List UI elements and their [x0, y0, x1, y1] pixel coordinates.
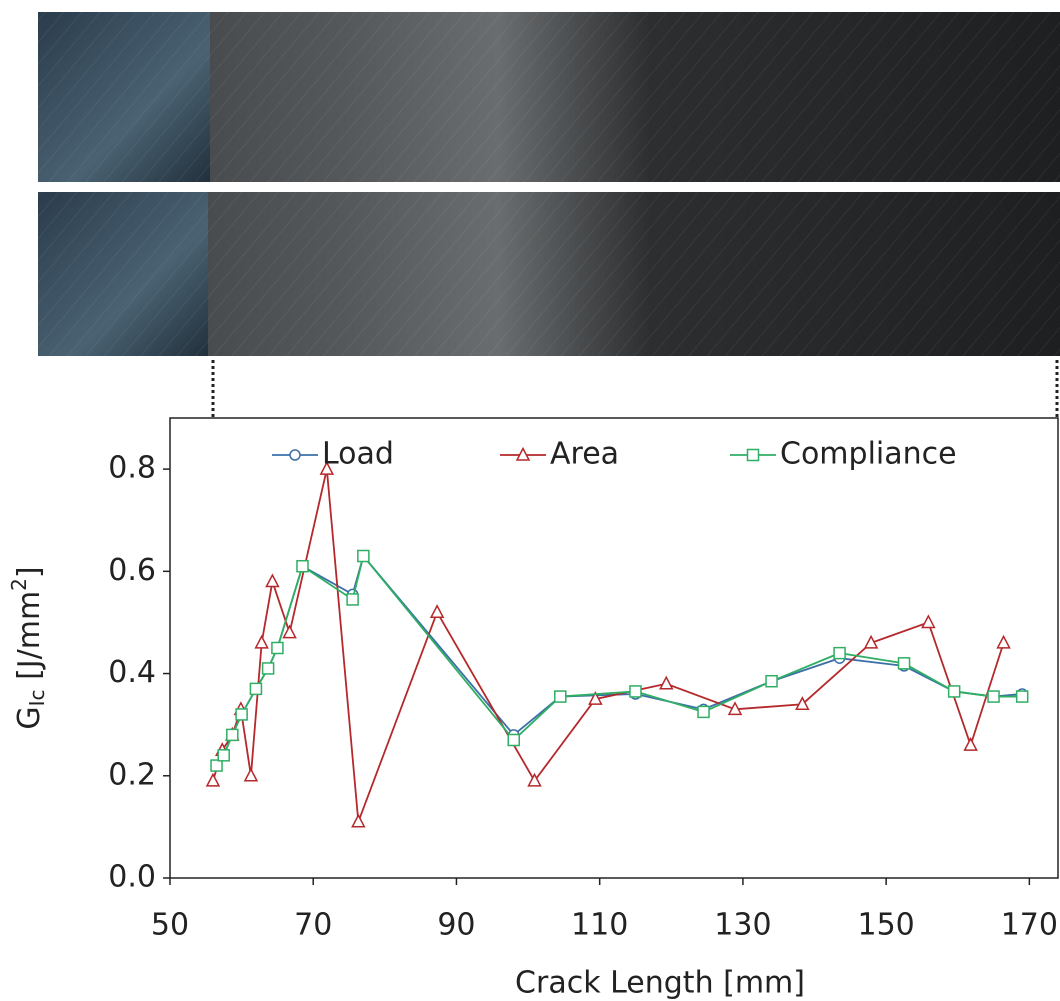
marker [1015, 690, 1029, 703]
x-tick-label: 130 [714, 908, 771, 943]
marker [429, 604, 445, 618]
y-tick-label: 0.2 [108, 757, 156, 792]
marker [897, 657, 911, 670]
marker [795, 696, 810, 710]
marker [833, 646, 846, 660]
marker [554, 690, 567, 703]
y-tick-label: 0.8 [108, 451, 156, 486]
marker [921, 614, 936, 629]
marker [226, 728, 239, 742]
x-tick-label: 70 [294, 908, 332, 943]
y-title-symbol: G [12, 706, 47, 729]
y-axis-title: GIc [J/mm2] [7, 566, 49, 729]
legend-label: Load [322, 437, 394, 472]
y-tick-label: 0.4 [108, 655, 156, 690]
y-tick-label: 0.0 [108, 860, 156, 895]
y-tick-label: 0.6 [108, 553, 156, 588]
marker [996, 634, 1011, 649]
marker [357, 549, 370, 563]
marker [265, 573, 280, 588]
marker [659, 675, 674, 690]
legend-marker [515, 446, 531, 461]
marker [765, 674, 778, 688]
marker [282, 624, 297, 639]
marker [727, 701, 743, 716]
y-title-subscript: Ic [25, 689, 49, 706]
x-axis-title: Crack Length [mm] [515, 966, 805, 1001]
marker [261, 662, 275, 675]
marker [296, 559, 309, 573]
y-title-unit: [J/mm [12, 591, 47, 690]
y-title-superscript: 2 [7, 578, 31, 591]
marker [210, 759, 223, 772]
plot-frame [169, 417, 1059, 879]
marker [319, 460, 335, 475]
marker [527, 772, 542, 787]
x-tick-label: 90 [437, 908, 475, 943]
marker [249, 682, 263, 696]
specimen-photos [38, 12, 1060, 418]
legend-marker [746, 448, 760, 462]
photo-texture [38, 192, 1060, 356]
marker [507, 733, 520, 747]
photo-texture [38, 12, 1060, 182]
marker [987, 690, 1000, 703]
marker [947, 685, 961, 698]
marker [629, 685, 642, 698]
legend-marker [289, 449, 301, 461]
marker [217, 749, 230, 762]
x-tick-label: 110 [571, 908, 628, 943]
x-tick-label: 50 [151, 908, 189, 943]
marker [254, 634, 269, 649]
x-tick-label: 170 [1001, 908, 1058, 943]
x-tick-label: 150 [857, 908, 914, 943]
marker [243, 767, 259, 782]
legend-label: Compliance [780, 437, 957, 472]
marker [588, 690, 603, 705]
marker [697, 705, 710, 719]
marker [963, 736, 978, 751]
marker [271, 641, 284, 655]
marker [351, 813, 366, 828]
legend-label: Area [550, 437, 619, 472]
y-title-close: ] [12, 566, 47, 578]
series-line [212, 468, 1005, 823]
marker [346, 593, 359, 606]
marker [235, 708, 248, 721]
marker [205, 772, 221, 787]
marker [863, 634, 879, 649]
